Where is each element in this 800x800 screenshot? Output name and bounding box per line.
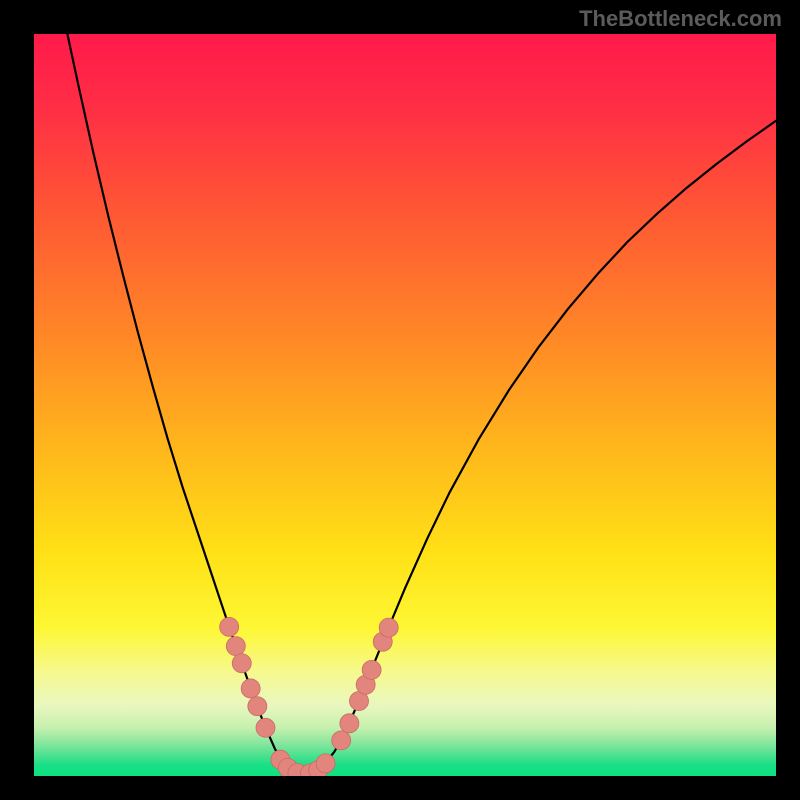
data-marker bbox=[256, 718, 275, 737]
data-marker bbox=[226, 637, 245, 656]
data-marker bbox=[362, 660, 381, 679]
data-marker bbox=[248, 697, 267, 716]
gradient-background bbox=[34, 34, 776, 776]
data-marker bbox=[241, 679, 260, 698]
plot-svg bbox=[34, 34, 776, 776]
chart-container: TheBottleneck.com bbox=[0, 0, 800, 800]
data-marker bbox=[232, 654, 251, 673]
watermark-text: TheBottleneck.com bbox=[579, 6, 782, 32]
plot-area bbox=[34, 34, 776, 776]
data-marker bbox=[340, 714, 359, 733]
data-marker bbox=[379, 618, 398, 637]
data-marker bbox=[332, 731, 351, 750]
data-marker bbox=[316, 754, 335, 773]
data-marker bbox=[220, 617, 239, 636]
